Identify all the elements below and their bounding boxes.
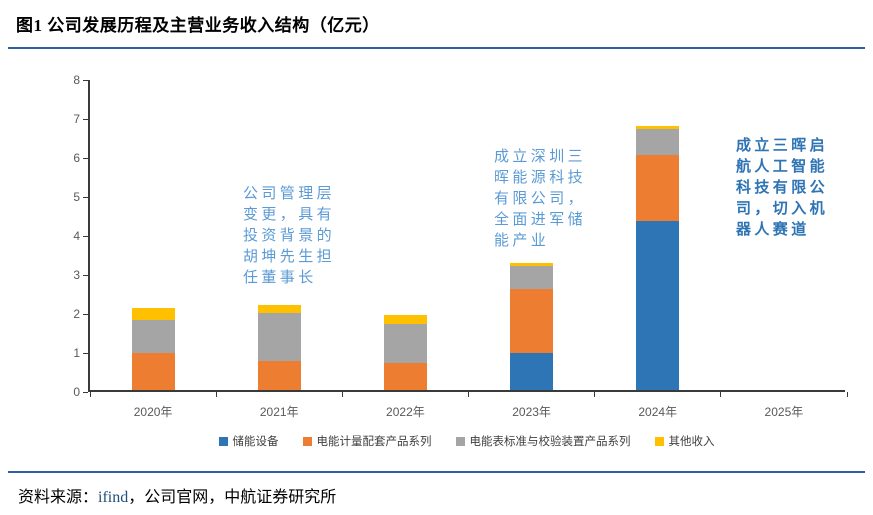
x-axis-tick bbox=[89, 392, 91, 397]
legend-swatch-icon bbox=[302, 436, 312, 446]
legend-label: 储能设备 bbox=[232, 436, 279, 448]
y-tick-label: 2 bbox=[73, 307, 80, 321]
figure-title: 图1 公司发展历程及主营业务收入结构（亿元） bbox=[16, 16, 380, 35]
bar-segment bbox=[131, 308, 175, 320]
legend-label: 电能表标准与校验装置产品系列 bbox=[469, 436, 631, 448]
y-axis-tick bbox=[83, 79, 88, 81]
legend-item: 电能表标准与校验装置产品系列 bbox=[455, 433, 631, 449]
bar-segment bbox=[383, 324, 427, 363]
x-axis-tick bbox=[594, 392, 596, 397]
bar-segment bbox=[510, 288, 554, 353]
legend-item: 电能计量配套产品系列 bbox=[302, 433, 432, 449]
bar-segment bbox=[383, 362, 427, 390]
annotation-2025-sanhui-qihang-ai: 成立三晖启航人工智能科技有限公司，切入机器人赛道 bbox=[736, 137, 829, 238]
y-axis-tick bbox=[83, 313, 88, 315]
legend-item: 储能设备 bbox=[218, 433, 279, 449]
y-axis-tick bbox=[83, 157, 88, 159]
source-prefix: 资料来源： bbox=[18, 489, 99, 506]
y-tick-label: 6 bbox=[73, 151, 80, 165]
legend-label: 其他收入 bbox=[668, 436, 715, 448]
y-tick-label: 5 bbox=[73, 190, 80, 204]
y-axis-tick bbox=[83, 391, 88, 393]
x-axis-tick bbox=[846, 392, 848, 397]
bar-segment bbox=[257, 360, 301, 390]
y-axis-tick bbox=[83, 274, 88, 276]
x-tick-label: 2022年 bbox=[386, 405, 425, 419]
bar-segment bbox=[510, 352, 554, 390]
legend: 储能设备 电能计量配套产品系列 电能表标准与校验装置产品系列 其他收入 bbox=[88, 433, 845, 449]
y-tick-label: 1 bbox=[73, 346, 80, 360]
source-line: 资料来源：ifind，公司官网，中航证券研究所 bbox=[18, 483, 336, 507]
y-axis-tick bbox=[83, 235, 88, 237]
x-tick-label: 2021年 bbox=[259, 405, 299, 419]
legend-swatch-icon bbox=[455, 436, 465, 446]
y-tick-label: 8 bbox=[73, 73, 80, 87]
x-tick-label: 2023年 bbox=[512, 405, 551, 419]
x-axis-tick bbox=[341, 392, 343, 397]
bar-segment bbox=[131, 352, 175, 390]
x-axis-tick bbox=[215, 392, 217, 397]
y-axis-tick bbox=[83, 118, 88, 120]
plot-area: 0 1 2 3 4 5 6 7 8 2020年 2021年 2022年 2023年 2024年 2025年 bbox=[73, 73, 848, 419]
bar-segment bbox=[510, 266, 554, 289]
bar-segment bbox=[636, 221, 680, 390]
y-tick-label: 0 bbox=[73, 385, 80, 399]
bar-segment bbox=[257, 305, 301, 314]
annotation-2023-shenzhen-sanhui-energy: 成立深圳三晖能源科技有限公司，全面进军储能产业 bbox=[494, 148, 587, 249]
x-axis-tick bbox=[468, 392, 469, 397]
top-divider bbox=[8, 47, 865, 49]
bar-segment bbox=[636, 154, 680, 222]
legend-swatch-icon bbox=[654, 436, 664, 446]
y-tick-label: 7 bbox=[73, 112, 80, 126]
source-rest: ，公司官网，中航证券研究所 bbox=[128, 489, 337, 506]
bar-segment bbox=[383, 315, 427, 325]
bottom-divider bbox=[8, 471, 865, 473]
x-axis-tick bbox=[720, 392, 722, 397]
legend-item: 其他收入 bbox=[654, 433, 715, 449]
y-axis-tick bbox=[83, 196, 88, 198]
bar-segment bbox=[636, 128, 680, 155]
x-tick-label: 2020年 bbox=[133, 405, 173, 419]
bar-segment bbox=[636, 125, 680, 129]
legend-swatch-icon bbox=[218, 436, 228, 446]
bar-segment bbox=[257, 313, 301, 361]
source-ifind: ifind bbox=[98, 489, 129, 506]
annotation-2021-management-change: 公司管理层变更，具有投资背景的胡坤先生担任董事长 bbox=[243, 185, 336, 286]
y-axis-tick bbox=[83, 352, 88, 354]
y-tick-label: 4 bbox=[73, 229, 80, 243]
legend-label: 电能计量配套产品系列 bbox=[316, 436, 432, 448]
bar-segment bbox=[510, 263, 554, 267]
x-tick-label: 2025年 bbox=[764, 405, 804, 419]
bar-segment bbox=[131, 319, 175, 353]
x-tick-label: 2024年 bbox=[638, 405, 678, 419]
y-tick-label: 3 bbox=[73, 268, 80, 282]
